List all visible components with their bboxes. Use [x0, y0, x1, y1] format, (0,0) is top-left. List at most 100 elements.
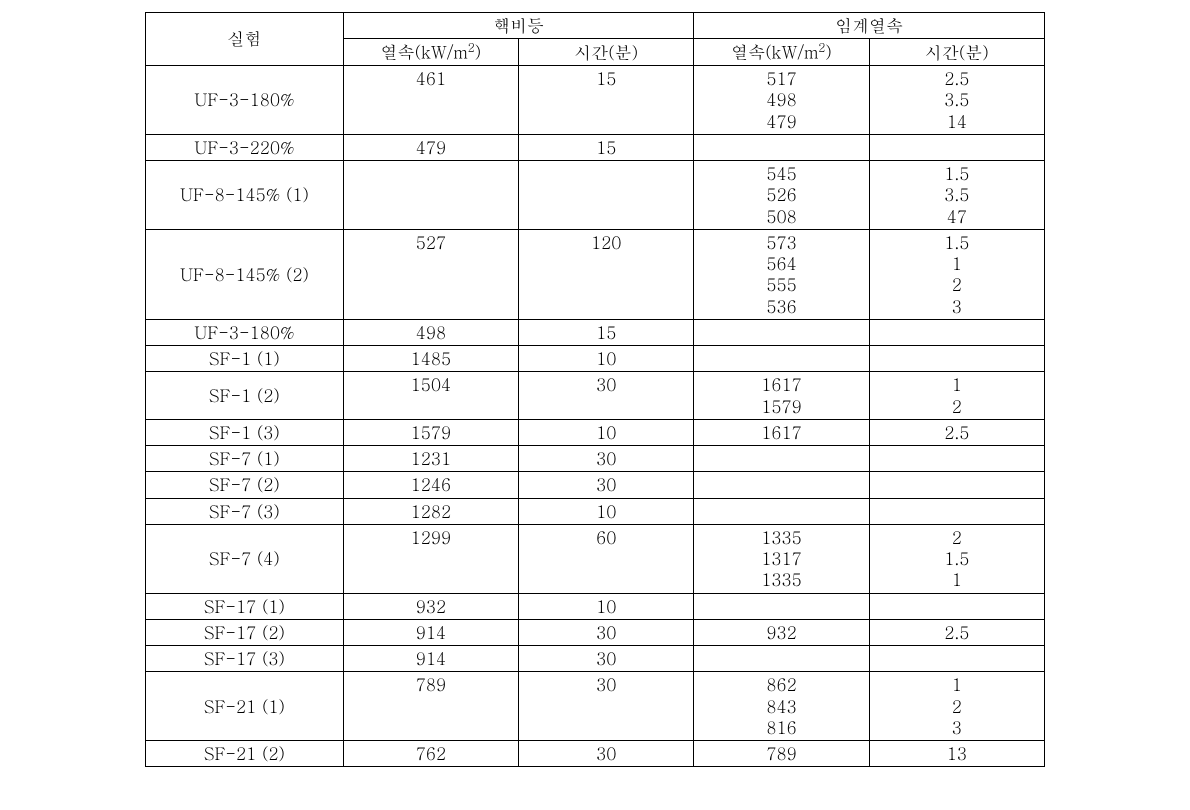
cell-experiment: UF-8-145% (2)	[146, 229, 344, 319]
table-row: SF-7 (2)124630	[146, 472, 1045, 498]
header-chf-heatflux: 열속(kW/m2)	[694, 39, 869, 66]
cell-nb-time: 30	[519, 372, 694, 420]
cell-chf-time: 2.5	[869, 419, 1044, 445]
cell-chf-heatflux: 862 843 816	[694, 672, 869, 741]
cell-experiment: SF-17 (3)	[146, 646, 344, 672]
cell-experiment: SF-1 (2)	[146, 372, 344, 420]
cell-nb-heatflux: 1485	[343, 346, 518, 372]
cell-experiment: SF-17 (1)	[146, 593, 344, 619]
cell-chf-heatflux	[694, 472, 869, 498]
cell-chf-heatflux	[694, 319, 869, 345]
data-table: 실험 핵비등 임계열속 열속(kW/m2) 시간(분) 열속(kW/m2) 시간…	[145, 12, 1045, 767]
cell-chf-heatflux: 517 498 479	[694, 66, 869, 135]
cell-nb-time: 30	[519, 446, 694, 472]
cell-experiment: SF-7 (2)	[146, 472, 344, 498]
cell-nb-time: 30	[519, 646, 694, 672]
cell-experiment: UF-3-180%	[146, 319, 344, 345]
table-row: UF-8-145% (1) 545 526 5081.5 3.5 47	[146, 161, 1045, 230]
cell-experiment: SF-7 (1)	[146, 446, 344, 472]
table-row: SF-7 (3)128210	[146, 498, 1045, 524]
cell-nb-heatflux: 498	[343, 319, 518, 345]
cell-nb-time	[519, 161, 694, 230]
cell-nb-time: 30	[519, 472, 694, 498]
table-header: 실험 핵비등 임계열속 열속(kW/m2) 시간(분) 열속(kW/m2) 시간…	[146, 13, 1045, 66]
table-row: SF-7 (4)1299601335 1317 13352 1.5 1	[146, 524, 1045, 593]
header-chf: 임계열속	[694, 13, 1045, 39]
cell-nb-heatflux: 762	[343, 741, 518, 767]
cell-nb-time: 15	[519, 66, 694, 135]
cell-nb-heatflux: 914	[343, 646, 518, 672]
cell-chf-time	[869, 498, 1044, 524]
table-row: SF-21 (1)78930862 843 8161 2 3	[146, 672, 1045, 741]
table-row: SF-7 (1)123130	[146, 446, 1045, 472]
cell-nb-heatflux	[343, 161, 518, 230]
cell-nb-heatflux: 461	[343, 66, 518, 135]
cell-nb-time: 10	[519, 593, 694, 619]
cell-chf-time: 1 2 3	[869, 672, 1044, 741]
cell-nb-heatflux: 789	[343, 672, 518, 741]
cell-experiment: SF-7 (3)	[146, 498, 344, 524]
table-row: SF-17 (1)93210	[146, 593, 1045, 619]
cell-nb-time: 15	[519, 319, 694, 345]
cell-chf-heatflux	[694, 346, 869, 372]
cell-chf-time: 2 1.5 1	[869, 524, 1044, 593]
cell-nb-time: 30	[519, 672, 694, 741]
cell-nb-time: 30	[519, 741, 694, 767]
cell-chf-time	[869, 134, 1044, 160]
cell-chf-time: 13	[869, 741, 1044, 767]
header-nb-heatflux: 열속(kW/m2)	[343, 39, 518, 66]
table-row: SF-21 (2)7623078913	[146, 741, 1045, 767]
cell-chf-time: 1.5 3.5 47	[869, 161, 1044, 230]
cell-nb-time: 30	[519, 619, 694, 645]
cell-chf-time: 2.5 3.5 14	[869, 66, 1044, 135]
cell-experiment: SF-21 (1)	[146, 672, 344, 741]
cell-chf-heatflux: 1335 1317 1335	[694, 524, 869, 593]
cell-nb-heatflux: 479	[343, 134, 518, 160]
cell-experiment: UF-3-180%	[146, 66, 344, 135]
header-experiment: 실험	[146, 13, 344, 66]
cell-chf-time	[869, 472, 1044, 498]
cell-experiment: SF-1 (1)	[146, 346, 344, 372]
table-row: UF-3-180%49815	[146, 319, 1045, 345]
cell-chf-heatflux: 1617	[694, 419, 869, 445]
cell-nb-heatflux: 1579	[343, 419, 518, 445]
header-nb-time: 시간(분)	[519, 39, 694, 66]
cell-chf-heatflux	[694, 593, 869, 619]
cell-nb-heatflux: 527	[343, 229, 518, 319]
cell-nb-time: 15	[519, 134, 694, 160]
cell-chf-time: 2.5	[869, 619, 1044, 645]
header-chf-time: 시간(분)	[869, 39, 1044, 66]
cell-chf-time	[869, 446, 1044, 472]
cell-chf-heatflux	[694, 446, 869, 472]
cell-nb-time: 60	[519, 524, 694, 593]
cell-nb-heatflux: 1504	[343, 372, 518, 420]
cell-chf-time: 1.5 1 2 3	[869, 229, 1044, 319]
table-row: UF-3-180%46115517 498 4792.5 3.5 14	[146, 66, 1045, 135]
cell-experiment: UF-8-145% (1)	[146, 161, 344, 230]
table-body: UF-3-180%46115517 498 4792.5 3.5 14UF-3-…	[146, 66, 1045, 767]
cell-nb-time: 120	[519, 229, 694, 319]
table-row: SF-1 (1)148510	[146, 346, 1045, 372]
table-row: SF-1 (2)1504301617 15791 2	[146, 372, 1045, 420]
cell-chf-heatflux: 1617 1579	[694, 372, 869, 420]
cell-chf-heatflux: 789	[694, 741, 869, 767]
table-row: SF-1 (3)15791016172.5	[146, 419, 1045, 445]
cell-nb-time: 10	[519, 346, 694, 372]
cell-nb-heatflux: 1231	[343, 446, 518, 472]
table-row: UF-3-220%47915	[146, 134, 1045, 160]
cell-experiment: SF-21 (2)	[146, 741, 344, 767]
cell-chf-heatflux	[694, 646, 869, 672]
cell-nb-heatflux: 1246	[343, 472, 518, 498]
cell-chf-time	[869, 346, 1044, 372]
cell-chf-heatflux: 545 526 508	[694, 161, 869, 230]
cell-nb-time: 10	[519, 498, 694, 524]
cell-experiment: UF-3-220%	[146, 134, 344, 160]
cell-nb-heatflux: 1299	[343, 524, 518, 593]
cell-nb-heatflux: 914	[343, 619, 518, 645]
cell-chf-time	[869, 646, 1044, 672]
cell-experiment: SF-1 (3)	[146, 419, 344, 445]
header-nucleate-boiling: 핵비등	[343, 13, 694, 39]
cell-chf-heatflux: 932	[694, 619, 869, 645]
table-row: UF-8-145% (2)527120573 564 555 5361.5 1 …	[146, 229, 1045, 319]
cell-nb-heatflux: 932	[343, 593, 518, 619]
